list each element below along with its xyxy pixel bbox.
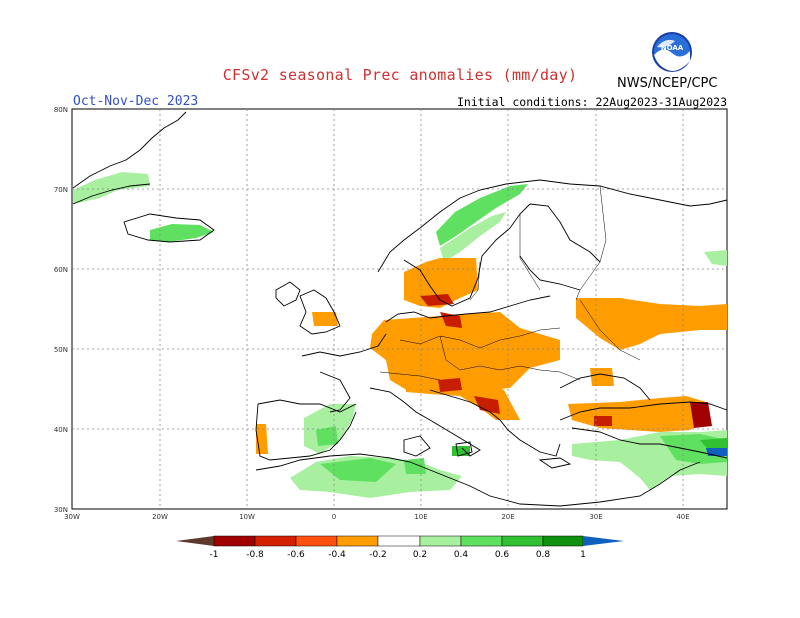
map-title: CFSv2 seasonal Prec anomalies (mm/day) <box>222 66 578 84</box>
noaa-logo-icon: NOAA <box>652 32 692 72</box>
lon-label: 20W <box>152 513 168 521</box>
wet-region-extreme <box>706 448 727 456</box>
wet-region-algeria <box>320 458 396 482</box>
wet-region-urals <box>704 250 727 266</box>
dry-region-black-sea <box>590 368 614 386</box>
dry-region-italy-south <box>474 396 500 414</box>
dry-region-caucasus <box>690 402 712 428</box>
lat-label: 30N <box>54 506 68 514</box>
colorbar-label: 0.2 <box>413 550 427 560</box>
lon-label: 0 <box>332 513 336 521</box>
wet-region-iceland <box>150 224 214 242</box>
colorbar: -1 -0.8 -0.6 -0.4 -0.2 0.2 0.4 0.6 0.8 1 <box>176 535 624 560</box>
colorbar-swatch <box>254 535 297 547</box>
wet-region-sicily <box>452 446 470 456</box>
lat-label: 80N <box>54 106 68 114</box>
lon-label: 40E <box>676 513 689 521</box>
colorbar-swatch <box>213 535 256 547</box>
wet-region-iberia-core <box>316 426 338 446</box>
dry-region-uk <box>312 312 338 326</box>
colorbar-label: 0.4 <box>454 550 469 560</box>
colorbar-swatch <box>419 535 462 547</box>
graticule <box>72 109 727 509</box>
colorbar-label: 0.8 <box>536 550 551 560</box>
wet-region-tunisia <box>404 458 426 474</box>
colorbar-swatch <box>542 535 584 547</box>
agency-label: NWS/NCEP/CPC <box>617 76 718 91</box>
wet-region-norway-light <box>440 212 506 262</box>
dry-region-russia <box>576 298 727 350</box>
lon-label: 20E <box>501 513 514 521</box>
noaa-logo-text: NOAA <box>661 44 684 52</box>
colorbar-swatch <box>460 535 503 547</box>
dry-region-anatolia <box>594 416 612 426</box>
colorbar-label: -0.2 <box>369 550 387 560</box>
dry-region-scandinavia <box>404 258 478 308</box>
colorbar-label: 1 <box>580 550 586 560</box>
country-borders <box>379 185 641 381</box>
colorbar-label: -0.8 <box>246 550 264 560</box>
coastlines <box>72 111 728 507</box>
colorbar-swatch <box>501 535 544 547</box>
initial-conditions: Initial conditions: 22Aug2023-31Aug2023 <box>456 95 727 109</box>
colorbar-swatch <box>583 536 624 546</box>
colorbar-swatch <box>176 536 214 546</box>
latitude-labels: 80N 70N 60N 50N 40N 30N <box>54 106 68 514</box>
colorbar-swatch <box>295 535 338 547</box>
colorbar-swatch <box>377 535 421 547</box>
lon-label: 30W <box>64 513 80 521</box>
dry-region-central-europe <box>370 312 560 392</box>
colorbar-label: -0.6 <box>287 550 305 560</box>
wet-region-norway <box>436 184 528 246</box>
dry-region-adriatic <box>438 378 462 392</box>
colorbar-label: 0.6 <box>495 550 510 560</box>
lat-label: 60N <box>54 266 68 274</box>
colorbar-label: -0.4 <box>328 550 346 560</box>
lat-label: 40N <box>54 426 68 434</box>
lon-label: 30E <box>589 513 602 521</box>
lon-label: 10E <box>414 513 427 521</box>
lat-label: 50N <box>54 346 68 354</box>
lon-label: 10W <box>239 513 255 521</box>
colorbar-label: -1 <box>210 550 219 560</box>
longitude-labels: 30W 20W 10W 0 10E 20E 30E 40E <box>64 513 690 521</box>
lat-label: 70N <box>54 186 68 194</box>
anomaly-shading <box>73 172 727 498</box>
forecast-period: Oct-Nov-Dec 2023 <box>73 94 199 109</box>
dry-region-portugal <box>256 424 268 454</box>
colorbar-swatch <box>336 535 379 547</box>
